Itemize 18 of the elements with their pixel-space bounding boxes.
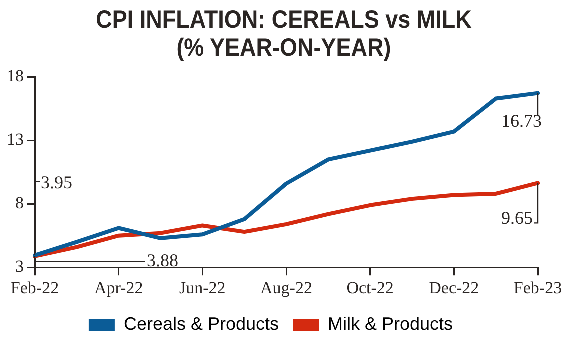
x-tick-label: Oct-22 — [346, 278, 394, 298]
y-tick-label: 8 — [16, 194, 24, 213]
annotation: 9.65 — [502, 208, 533, 228]
x-tick-label: Aug-22 — [260, 278, 312, 298]
x-tick-label: Feb-23 — [514, 278, 562, 298]
x-tick-label: Dec-22 — [429, 278, 480, 298]
x-tick-label: Feb-22 — [10, 278, 60, 298]
legend-label: Milk & Products — [328, 314, 454, 334]
x-tick-label: Apr-22 — [94, 278, 144, 298]
annotation: 3.95 — [41, 172, 72, 193]
y-tick-label: 3 — [16, 257, 24, 276]
annotation: 16.73 — [502, 111, 542, 132]
legend-label: Cereals & Products — [124, 314, 280, 334]
chart-title: CPI INFLATION: CEREALS vs MILK (% YEAR-ON-YEAR) — [95, 6, 473, 64]
y-tick-label: 18 — [7, 66, 24, 86]
x-tick-label: Jun-22 — [180, 278, 226, 298]
annotation: 3.88 — [147, 250, 178, 270]
y-tick-label: 13 — [7, 130, 24, 150]
